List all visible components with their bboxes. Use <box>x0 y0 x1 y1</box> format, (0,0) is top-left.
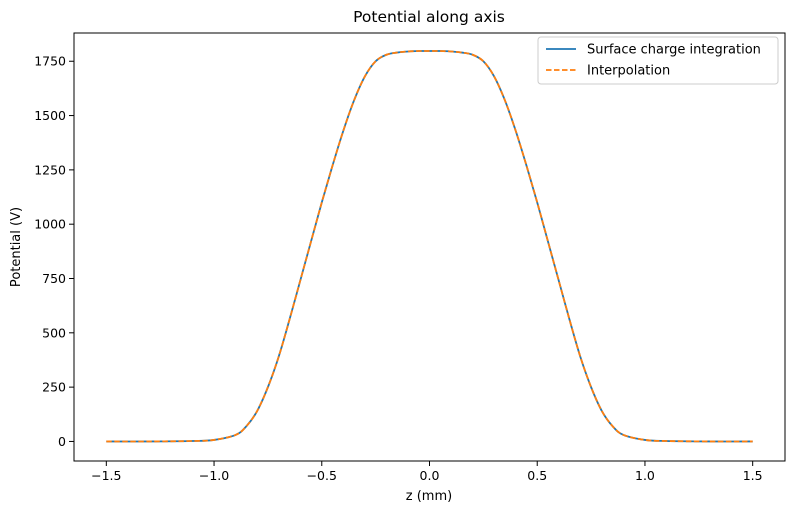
x-tick-label: 0.0 <box>420 468 440 483</box>
y-axis-label: Potential (V) <box>9 207 24 287</box>
x-tick-label: −0.5 <box>307 468 337 483</box>
x-tick-label: 1.0 <box>635 468 655 483</box>
y-tick-label: 750 <box>42 271 66 286</box>
x-tick-label: 1.5 <box>743 468 763 483</box>
series-line-interpolation <box>106 50 753 443</box>
x-tick-label: 0.5 <box>527 468 547 483</box>
x-axis-ticks: −1.5 −1.0 −0.5 0.0 0.5 1.0 1.5 <box>91 461 763 483</box>
y-tick-label: 1000 <box>34 217 66 232</box>
x-tick-label: −1.5 <box>91 468 121 483</box>
plot-lines <box>106 50 753 443</box>
legend-label-surface-charge: Surface charge integration <box>587 43 761 58</box>
legend-label-interpolation: Interpolation <box>587 64 670 79</box>
y-tick-label: 1750 <box>34 54 66 69</box>
y-tick-label: 1250 <box>34 162 66 177</box>
x-axis-label: z (mm) <box>406 489 452 504</box>
legend: Surface charge integration Interpolation <box>537 36 779 85</box>
y-tick-label: 0 <box>58 434 66 449</box>
y-tick-label: 500 <box>42 325 66 340</box>
y-axis-ticks: 0 250 500 750 1000 1250 1500 1750 <box>34 54 74 449</box>
y-tick-label: 1500 <box>34 108 66 123</box>
x-tick-label: −1.0 <box>199 468 229 483</box>
y-tick-label: 250 <box>42 380 66 395</box>
chart-title: Potential along axis <box>353 8 505 26</box>
legend-box <box>537 36 779 85</box>
